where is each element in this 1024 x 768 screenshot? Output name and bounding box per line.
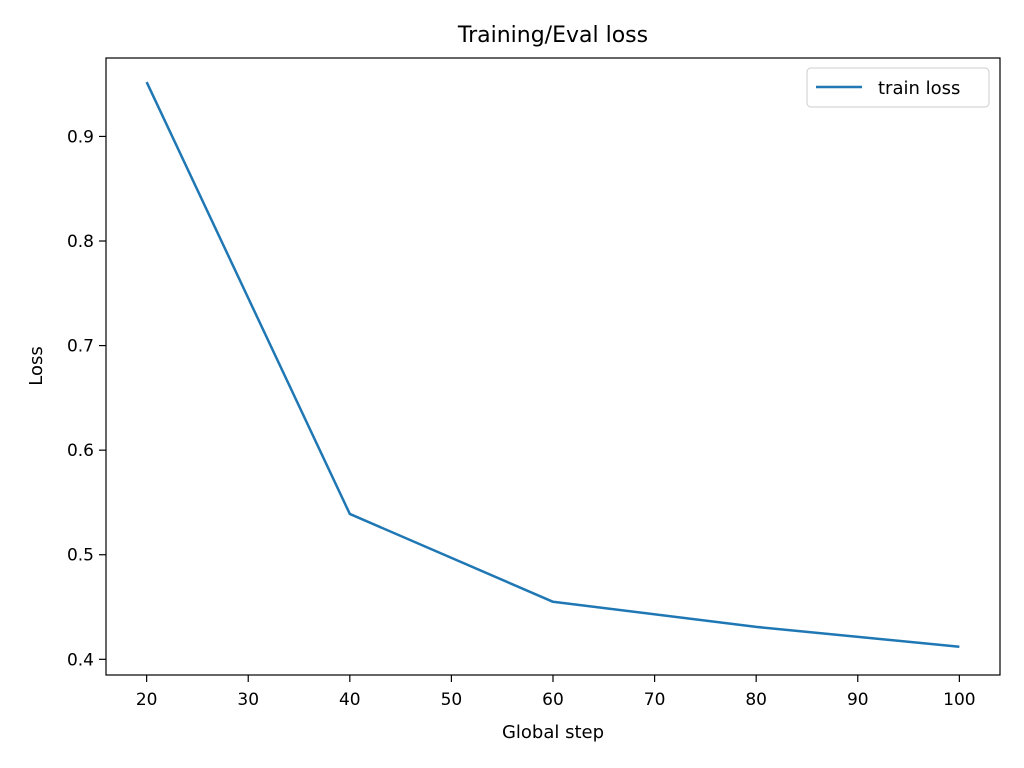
x-tick-label: 90: [847, 690, 869, 710]
x-tick-label: 30: [237, 690, 259, 710]
y-tick-label: 0.4: [67, 650, 94, 670]
series-line-train-loss: [145, 81, 960, 649]
x-tick-label: 40: [339, 690, 361, 710]
y-tick-label: 0.6: [67, 441, 94, 461]
legend-box: [806, 67, 990, 108]
x-axis-label: Global step: [502, 722, 604, 743]
x-tick-label: 50: [441, 690, 463, 710]
y-axis-ticks: 0.4 0.5 0.6 0.7 0.8 0.9: [67, 127, 106, 670]
x-tick-label: 60: [542, 690, 564, 710]
chart-title: Training/Eval loss: [457, 23, 648, 48]
y-tick-label: 0.7: [67, 337, 94, 357]
y-axis-label: Loss: [26, 346, 47, 385]
y-tick-label: 0.9: [67, 127, 94, 147]
legend-label-train-loss: train loss: [878, 78, 960, 99]
x-tick-label: 100: [943, 690, 975, 710]
y-tick-label: 0.5: [67, 546, 94, 566]
plot-area: [105, 57, 1001, 676]
y-tick-label: 0.8: [67, 232, 94, 252]
x-tick-label: 80: [745, 690, 767, 710]
x-tick-label: 70: [644, 690, 666, 710]
x-axis-ticks: 20 30 40 50 60 70 80 90 100: [136, 675, 976, 710]
legend: train loss: [806, 67, 990, 108]
plot-frame: [105, 57, 1001, 676]
x-tick-label: 20: [136, 690, 158, 710]
series-layer: [145, 81, 960, 649]
